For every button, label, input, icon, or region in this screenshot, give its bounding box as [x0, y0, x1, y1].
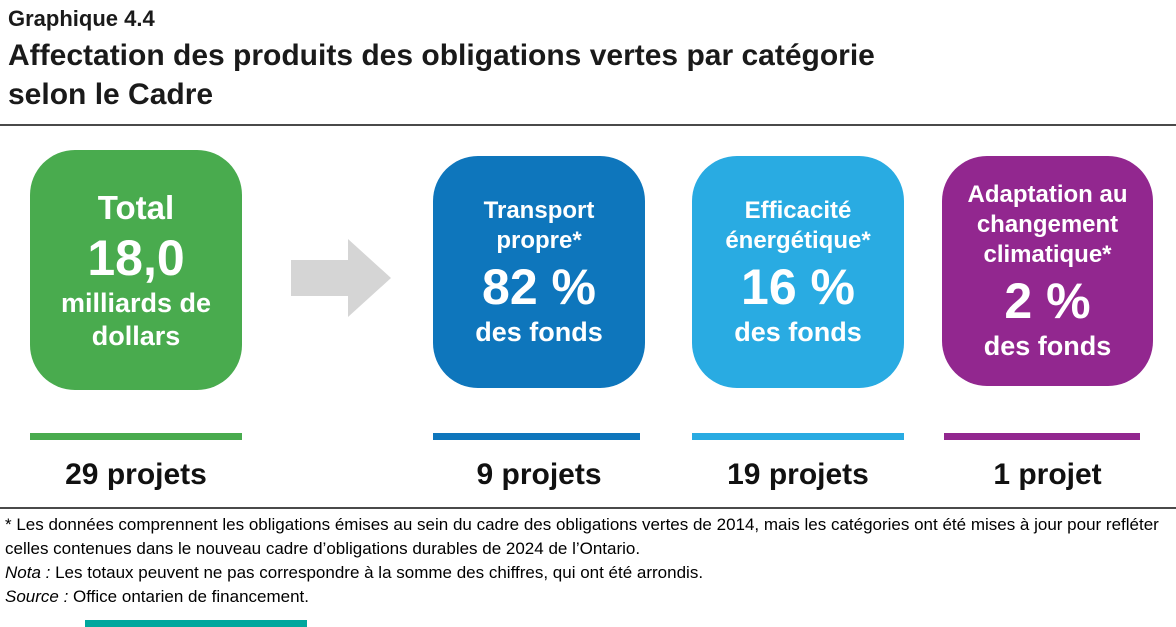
accent-bar — [85, 620, 307, 627]
flow-arrow-icon — [291, 239, 391, 317]
source-text: Office ontarien de financement. — [73, 587, 309, 606]
figure-label: Graphique 4.4 — [8, 6, 155, 31]
card-transport-title: Transport propre* — [483, 196, 595, 254]
projects-count-adaptation: 1 projet — [993, 458, 1102, 491]
nota-text: Les totaux peuvent ne pas correspondre à… — [55, 563, 704, 582]
card-total-title: Total — [97, 188, 175, 226]
card-adaptation-value: 2 % — [1004, 272, 1091, 329]
card-transport-value: 82 % — [482, 258, 596, 315]
card-total-value: 18,0 — [87, 230, 185, 287]
card-adaptation-unit: des fonds — [983, 330, 1112, 361]
card-adaptation-title: Adaptation au changement climatique* — [967, 180, 1128, 268]
nota-label: Nota : — [5, 563, 51, 582]
card-efficiency: Efficacité énergétique* 16 % des fonds — [692, 156, 904, 388]
card-efficiency-title: Efficacité énergétique* — [725, 196, 871, 254]
footnote-divider — [0, 507, 1176, 509]
projects-count-efficiency: 19 projets — [727, 458, 869, 491]
card-transport-unit: des fonds — [475, 316, 603, 347]
card-adaptation: Adaptation au changement climatique* 2 %… — [942, 156, 1153, 386]
underline-bar-efficiency — [692, 433, 904, 440]
card-efficiency-value: 16 % — [741, 258, 855, 315]
projects-count-transport: 9 projets — [476, 458, 602, 491]
card-total-unit: milliards de dollars — [60, 288, 212, 351]
figure-title-line1: Affectation des produits des obligations… — [8, 39, 875, 72]
projects-count-total: 29 projets — [65, 458, 207, 491]
underline-bar-total — [30, 433, 242, 440]
header-divider — [0, 124, 1176, 126]
footnotes: * Les données comprennent les obligation… — [5, 513, 1171, 609]
underline-bar-transport — [433, 433, 640, 440]
underline-bar-adaptation — [944, 433, 1140, 440]
footnote-asterisk: * Les données comprennent les obligation… — [5, 515, 1159, 558]
figure-title: Affectation des produits des obligations… — [8, 36, 875, 114]
source-label: Source : — [5, 587, 69, 606]
footnote-source: Source : Office ontarien de financement. — [5, 585, 1171, 609]
footnote-nota: Nota : Les totaux peuvent ne pas corresp… — [5, 561, 1171, 585]
card-efficiency-unit: des fonds — [734, 316, 862, 347]
card-transport: Transport propre* 82 % des fonds — [433, 156, 645, 388]
figure-title-line2: selon le Cadre — [8, 78, 214, 111]
card-total: Total 18,0 milliards de dollars — [30, 150, 242, 390]
